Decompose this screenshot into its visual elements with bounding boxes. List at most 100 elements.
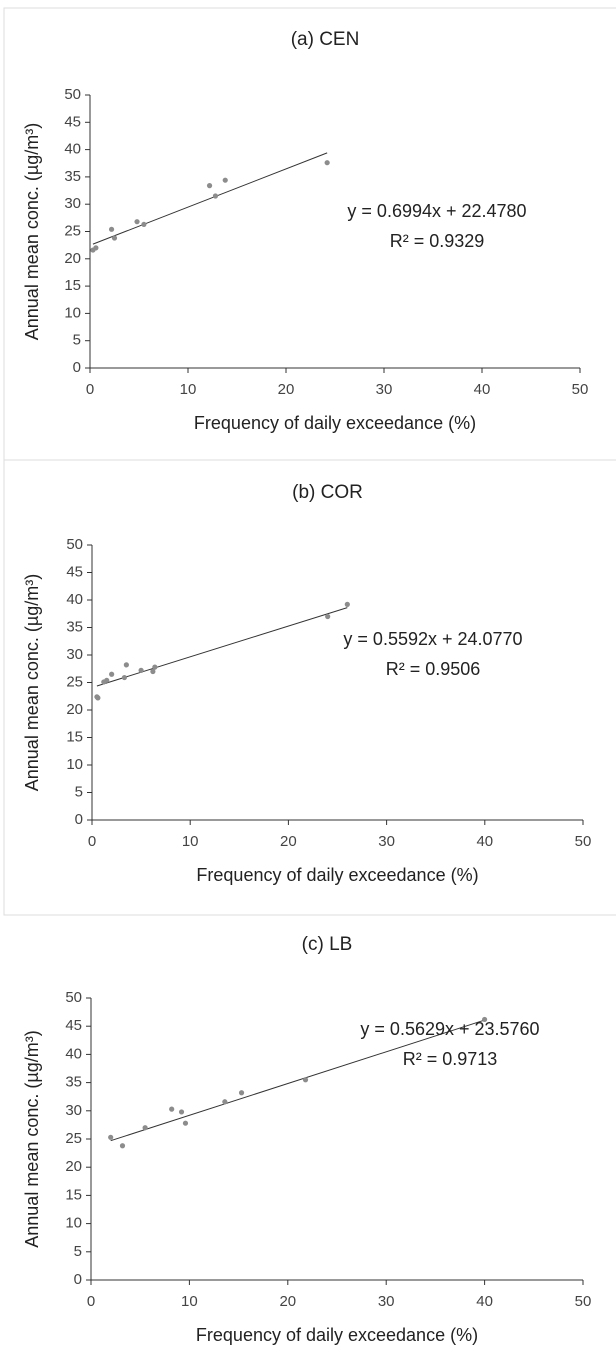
y-axis-label: Annual mean conc. (µg/m³) xyxy=(22,574,42,791)
data-point xyxy=(93,245,99,251)
trendline xyxy=(110,1019,485,1142)
y-tick-label: 30 xyxy=(64,195,81,212)
data-point xyxy=(134,219,140,225)
data-point xyxy=(222,1099,228,1105)
y-tick-label: 20 xyxy=(64,250,81,267)
y-axis-label: Annual mean conc. (µg/m³) xyxy=(22,1030,42,1247)
x-axis-label: Frequency of daily exceedance (%) xyxy=(196,1325,478,1345)
y-tick-label: 10 xyxy=(66,756,83,773)
y-tick-label: 50 xyxy=(65,989,82,1006)
y-tick-label: 40 xyxy=(66,591,83,608)
data-point xyxy=(324,160,330,166)
data-point xyxy=(212,193,219,199)
data-point xyxy=(344,601,350,608)
y-tick-label: 40 xyxy=(64,141,81,158)
trendline-equation: y = 0.5592x + 24.0770 xyxy=(343,629,522,649)
y-tick-label: 30 xyxy=(66,646,83,663)
chart-title: (c) LB xyxy=(302,934,353,955)
data-point xyxy=(95,695,101,701)
data-point xyxy=(141,221,147,228)
x-tick-label: 30 xyxy=(378,1293,395,1310)
chart-title: (a) CEN xyxy=(291,29,360,50)
x-axis-label: Frequency of daily exceedance (%) xyxy=(194,413,476,433)
data-point xyxy=(119,1143,126,1149)
y-axis-label: Annual mean conc. (µg/m³) xyxy=(22,123,42,340)
y-tick-label: 45 xyxy=(66,563,83,580)
data-point xyxy=(123,662,129,668)
x-tick-label: 20 xyxy=(280,833,297,850)
x-tick-label: 0 xyxy=(88,833,96,850)
y-tick-label: 25 xyxy=(66,673,83,690)
r-squared: R² = 0.9506 xyxy=(386,659,481,679)
y-tick-label: 5 xyxy=(74,1243,82,1260)
data-point xyxy=(178,1109,185,1115)
x-tick-label: 50 xyxy=(572,381,589,398)
r-squared: R² = 0.9713 xyxy=(403,1049,498,1069)
y-tick-label: 40 xyxy=(65,1045,82,1062)
x-tick-label: 0 xyxy=(86,381,94,398)
data-point xyxy=(108,226,115,232)
x-tick-label: 10 xyxy=(180,381,197,398)
trendline xyxy=(92,152,328,245)
data-point xyxy=(109,671,115,677)
x-axis-label: Frequency of daily exceedance (%) xyxy=(196,865,478,885)
data-point xyxy=(150,668,156,675)
y-tick-label: 0 xyxy=(74,1271,82,1288)
x-tick-label: 40 xyxy=(474,381,491,398)
data-point xyxy=(238,1090,245,1096)
data-point xyxy=(111,235,118,241)
y-tick-label: 25 xyxy=(65,1130,82,1147)
r-squared: R² = 0.9329 xyxy=(390,231,485,251)
y-tick-label: 20 xyxy=(66,701,83,718)
data-point xyxy=(325,613,331,620)
trendline xyxy=(96,607,348,687)
data-point xyxy=(482,1016,488,1023)
x-tick-label: 10 xyxy=(181,1293,198,1310)
y-tick-label: 0 xyxy=(73,359,81,376)
trendline-equation: y = 0.6994x + 22.4780 xyxy=(347,201,526,221)
data-point xyxy=(104,677,110,683)
y-tick-label: 25 xyxy=(64,222,81,239)
y-tick-label: 0 xyxy=(75,811,83,828)
x-tick-label: 30 xyxy=(376,381,393,398)
x-tick-label: 10 xyxy=(182,833,199,850)
y-tick-label: 15 xyxy=(64,277,81,294)
data-point xyxy=(302,1077,309,1083)
data-point xyxy=(121,674,128,681)
y-tick-label: 5 xyxy=(73,332,81,349)
data-point xyxy=(138,667,144,674)
y-tick-label: 50 xyxy=(66,536,83,553)
panel-frame xyxy=(3,459,616,916)
y-tick-label: 35 xyxy=(65,1074,82,1091)
y-tick-label: 15 xyxy=(66,728,83,745)
x-tick-label: 40 xyxy=(476,1293,493,1310)
x-tick-label: 20 xyxy=(279,1293,296,1310)
y-tick-label: 30 xyxy=(65,1102,82,1119)
x-tick-label: 30 xyxy=(378,833,395,850)
data-point xyxy=(152,664,158,670)
x-tick-label: 50 xyxy=(575,833,592,850)
data-point xyxy=(169,1106,175,1112)
panel-frame xyxy=(3,7,616,461)
y-tick-label: 15 xyxy=(65,1186,82,1203)
y-tick-label: 50 xyxy=(64,86,81,103)
y-tick-label: 10 xyxy=(64,304,81,321)
y-tick-label: 45 xyxy=(65,1017,82,1034)
x-tick-label: 0 xyxy=(87,1293,95,1310)
x-tick-label: 40 xyxy=(476,833,493,850)
y-tick-label: 35 xyxy=(66,618,83,635)
y-tick-label: 20 xyxy=(65,1158,82,1175)
data-point xyxy=(142,1125,148,1131)
data-point xyxy=(222,177,228,183)
data-point xyxy=(206,183,213,189)
trendline-equation: y = 0.5629x + 23.5760 xyxy=(360,1019,539,1039)
y-tick-label: 35 xyxy=(64,168,81,185)
y-tick-label: 10 xyxy=(65,1215,82,1232)
data-point xyxy=(182,1120,189,1126)
y-tick-label: 45 xyxy=(64,113,81,130)
chart-title: (b) COR xyxy=(292,482,363,503)
x-tick-label: 20 xyxy=(278,381,295,398)
data-point xyxy=(108,1134,114,1140)
x-tick-label: 50 xyxy=(575,1293,592,1310)
